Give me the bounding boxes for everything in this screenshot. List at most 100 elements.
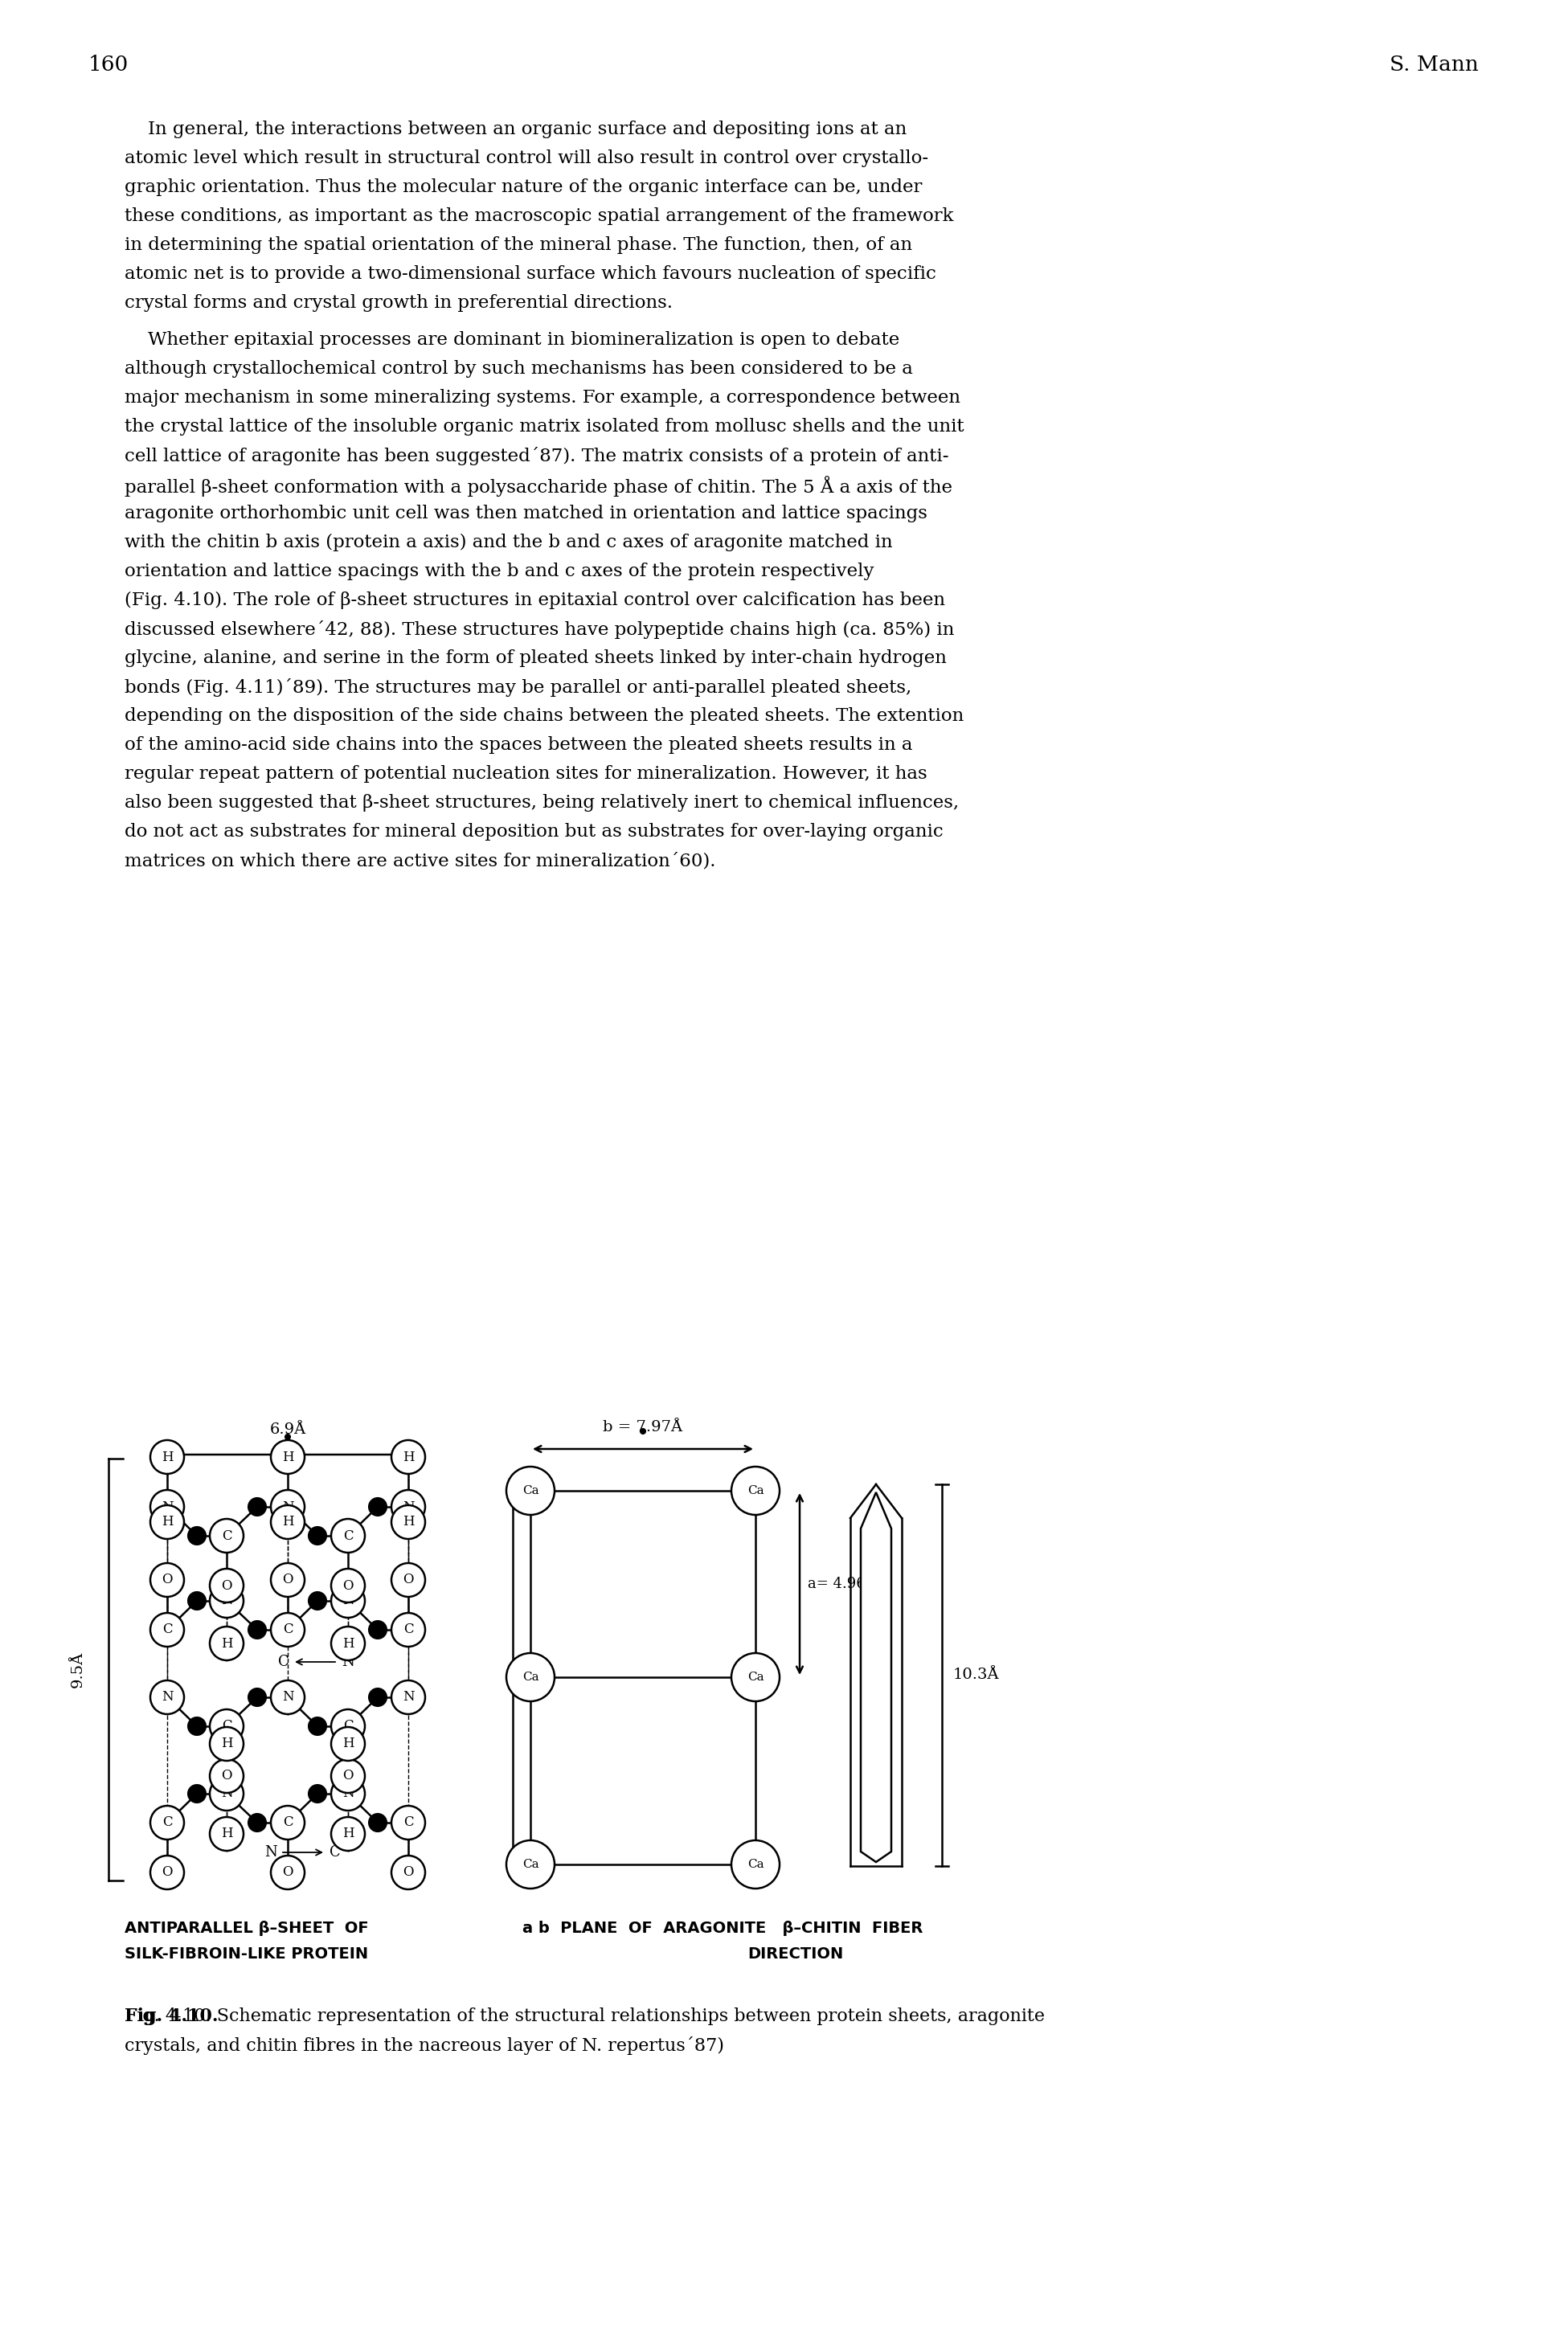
- Text: 6.9Å: 6.9Å: [270, 1423, 306, 1437]
- Circle shape: [151, 1505, 183, 1538]
- Text: O: O: [162, 1866, 172, 1880]
- Text: bonds (Fig. 4.11)´89). The structures may be parallel or anti-parallel pleated s: bonds (Fig. 4.11)´89). The structures ma…: [124, 679, 911, 698]
- Circle shape: [271, 1681, 304, 1714]
- Text: matrices on which there are active sites for mineralization´60).: matrices on which there are active sites…: [124, 852, 715, 869]
- Text: H: H: [221, 1737, 232, 1751]
- Text: O: O: [342, 1578, 353, 1592]
- Circle shape: [331, 1758, 365, 1793]
- Circle shape: [309, 1718, 326, 1735]
- Circle shape: [392, 1681, 425, 1714]
- Text: also been suggested that β-sheet structures, being relatively inert to chemical : also been suggested that β-sheet structu…: [124, 794, 960, 812]
- Text: 9.5Å: 9.5Å: [71, 1650, 85, 1688]
- Circle shape: [271, 1489, 304, 1524]
- Circle shape: [641, 1428, 646, 1433]
- Text: C: C: [278, 1655, 290, 1669]
- Text: crystal forms and crystal growth in preferential directions.: crystal forms and crystal growth in pref…: [124, 295, 673, 311]
- Text: N: N: [162, 1501, 172, 1515]
- Circle shape: [368, 1498, 387, 1515]
- Circle shape: [506, 1468, 555, 1515]
- Text: H: H: [403, 1515, 414, 1529]
- Circle shape: [368, 1814, 387, 1831]
- Text: aragonite orthorhombic unit cell was then matched in orientation and lattice spa: aragonite orthorhombic unit cell was the…: [124, 506, 927, 522]
- Text: in determining the spatial orientation of the mineral phase. The function, then,: in determining the spatial orientation o…: [124, 236, 913, 253]
- Circle shape: [210, 1817, 243, 1852]
- Circle shape: [392, 1505, 425, 1538]
- Text: C: C: [282, 1622, 293, 1636]
- Circle shape: [731, 1653, 779, 1702]
- Circle shape: [271, 1440, 304, 1475]
- Text: C: C: [162, 1817, 172, 1828]
- Circle shape: [271, 1505, 304, 1538]
- Text: DIRECTION: DIRECTION: [748, 1945, 844, 1962]
- Circle shape: [392, 1564, 425, 1597]
- Circle shape: [392, 1440, 425, 1475]
- Text: In general, the interactions between an organic surface and depositing ions at a: In general, the interactions between an …: [124, 119, 906, 138]
- Text: Ca: Ca: [522, 1484, 539, 1496]
- Text: O: O: [221, 1578, 232, 1592]
- Text: C: C: [221, 1718, 232, 1732]
- Text: Fig. 4.10.: Fig. 4.10.: [124, 2009, 218, 2025]
- Circle shape: [506, 1653, 555, 1702]
- Circle shape: [210, 1709, 243, 1744]
- Text: (Fig. 4.10). The role of β-sheet structures in epitaxial control over calcificat: (Fig. 4.10). The role of β-sheet structu…: [124, 592, 946, 609]
- Circle shape: [331, 1709, 365, 1744]
- Circle shape: [331, 1728, 365, 1760]
- Text: Fig. 4.10. Schematic representation of the structural relationships between prot: Fig. 4.10. Schematic representation of t…: [124, 2009, 1044, 2025]
- Text: atomic level which result in structural control will also result in control over: atomic level which result in structural …: [124, 150, 928, 166]
- Text: N: N: [282, 1501, 293, 1515]
- Circle shape: [188, 1718, 205, 1735]
- Text: N: N: [221, 1594, 232, 1608]
- Text: ANTIPARALLEL β–SHEET  OF: ANTIPARALLEL β–SHEET OF: [124, 1920, 368, 1936]
- Text: N: N: [342, 1655, 354, 1669]
- Circle shape: [210, 1777, 243, 1810]
- Circle shape: [210, 1585, 243, 1618]
- Circle shape: [188, 1592, 205, 1611]
- Text: C: C: [282, 1817, 293, 1828]
- Text: Ca: Ca: [748, 1859, 764, 1870]
- Text: C: C: [162, 1622, 172, 1636]
- Text: H: H: [221, 1636, 232, 1650]
- Circle shape: [271, 1564, 304, 1597]
- Text: parallel β-sheet conformation with a polysaccharide phase of chitin. The 5 Å a a: parallel β-sheet conformation with a pol…: [124, 475, 952, 496]
- Circle shape: [331, 1777, 365, 1810]
- Circle shape: [151, 1613, 183, 1646]
- Text: depending on the disposition of the side chains between the pleated sheets. The : depending on the disposition of the side…: [124, 707, 964, 726]
- Text: with the chitin b axis (protein a axis) and the b and c axes of aragonite matche: with the chitin b axis (protein a axis) …: [124, 534, 892, 552]
- Circle shape: [731, 1468, 779, 1515]
- Circle shape: [309, 1784, 326, 1803]
- Text: N: N: [403, 1690, 414, 1704]
- Text: H: H: [282, 1449, 293, 1463]
- Circle shape: [188, 1784, 205, 1803]
- Circle shape: [392, 1489, 425, 1524]
- Circle shape: [151, 1564, 183, 1597]
- Text: C: C: [403, 1622, 414, 1636]
- Circle shape: [731, 1840, 779, 1889]
- Text: N: N: [221, 1786, 232, 1800]
- Text: graphic orientation. Thus the molecular nature of the organic interface can be, : graphic orientation. Thus the molecular …: [124, 178, 922, 197]
- Text: O: O: [403, 1573, 414, 1587]
- Circle shape: [248, 1620, 267, 1639]
- Text: a= 4.96Å: a= 4.96Å: [808, 1578, 877, 1592]
- Text: N: N: [403, 1501, 414, 1515]
- Circle shape: [210, 1519, 243, 1552]
- Text: H: H: [282, 1515, 293, 1529]
- Text: C: C: [343, 1718, 353, 1732]
- Text: C: C: [343, 1529, 353, 1543]
- Circle shape: [151, 1805, 183, 1840]
- Text: N: N: [342, 1594, 354, 1608]
- Text: 160: 160: [88, 54, 129, 75]
- Text: C: C: [329, 1845, 340, 1859]
- Text: Ca: Ca: [748, 1671, 764, 1683]
- Circle shape: [188, 1526, 205, 1545]
- Text: S. Mann: S. Mann: [1389, 54, 1479, 75]
- Text: H: H: [342, 1636, 354, 1650]
- Text: cell lattice of aragonite has been suggested´87). The matrix consists of a prote: cell lattice of aragonite has been sugge…: [124, 447, 949, 466]
- Text: of the amino-acid side chains into the spaces between the pleated sheets results: of the amino-acid side chains into the s…: [124, 735, 913, 754]
- Circle shape: [151, 1489, 183, 1524]
- Circle shape: [210, 1728, 243, 1760]
- Text: the crystal lattice of the insoluble organic matrix isolated from mollusc shells: the crystal lattice of the insoluble org…: [124, 419, 964, 435]
- Circle shape: [368, 1688, 387, 1707]
- Text: discussed elsewhere´42, 88). These structures have polypeptide chains high (ca. : discussed elsewhere´42, 88). These struc…: [124, 620, 955, 639]
- Circle shape: [210, 1627, 243, 1660]
- Text: H: H: [162, 1449, 172, 1463]
